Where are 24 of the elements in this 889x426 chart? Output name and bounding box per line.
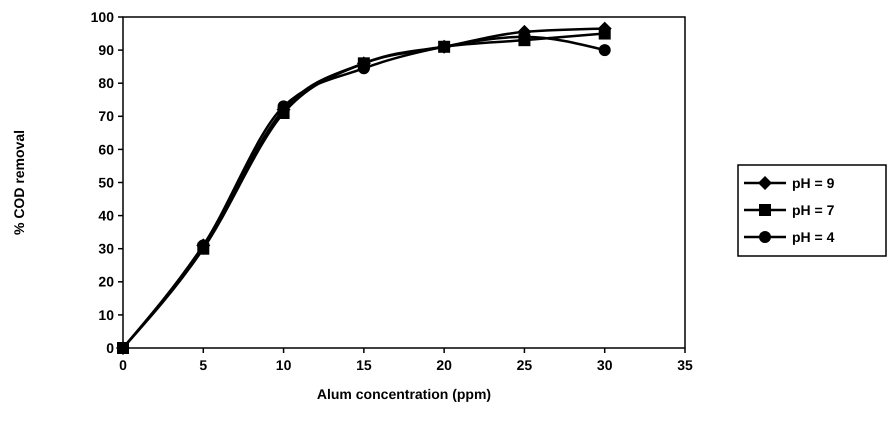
y-tick-label: 40 — [98, 208, 114, 224]
x-tick-label: 35 — [677, 357, 693, 373]
y-tick-label: 90 — [98, 42, 114, 58]
y-tick-label: 100 — [90, 8, 114, 25]
x-tick-label: 10 — [276, 357, 292, 373]
y-tick-label: 10 — [98, 306, 114, 323]
legend-label: pH = 9 — [792, 174, 835, 191]
x-tick-label: 20 — [436, 357, 452, 373]
y-tick-label: 70 — [98, 108, 114, 124]
y-tick-label: 50 — [98, 174, 114, 190]
x-tick-label: 0 — [119, 357, 128, 373]
x-axis-title: Alum concentration (ppm) — [316, 386, 492, 402]
x-tick-label: 5 — [199, 357, 208, 373]
y-axis-title: % COD removal — [11, 130, 27, 236]
y-tick-label: 20 — [98, 274, 114, 290]
y-tick-label: 60 — [98, 141, 114, 158]
legend-label: pH = 7 — [792, 202, 835, 218]
x-tick-label: 25 — [516, 357, 532, 373]
legend-label: pH = 4 — [792, 228, 835, 245]
y-tick-label: 0 — [106, 340, 114, 356]
x-tick-label: 15 — [356, 357, 372, 373]
y-tick-label: 80 — [98, 75, 114, 92]
y-tick-label: 30 — [98, 240, 114, 257]
x-tick-label: 30 — [596, 357, 613, 373]
